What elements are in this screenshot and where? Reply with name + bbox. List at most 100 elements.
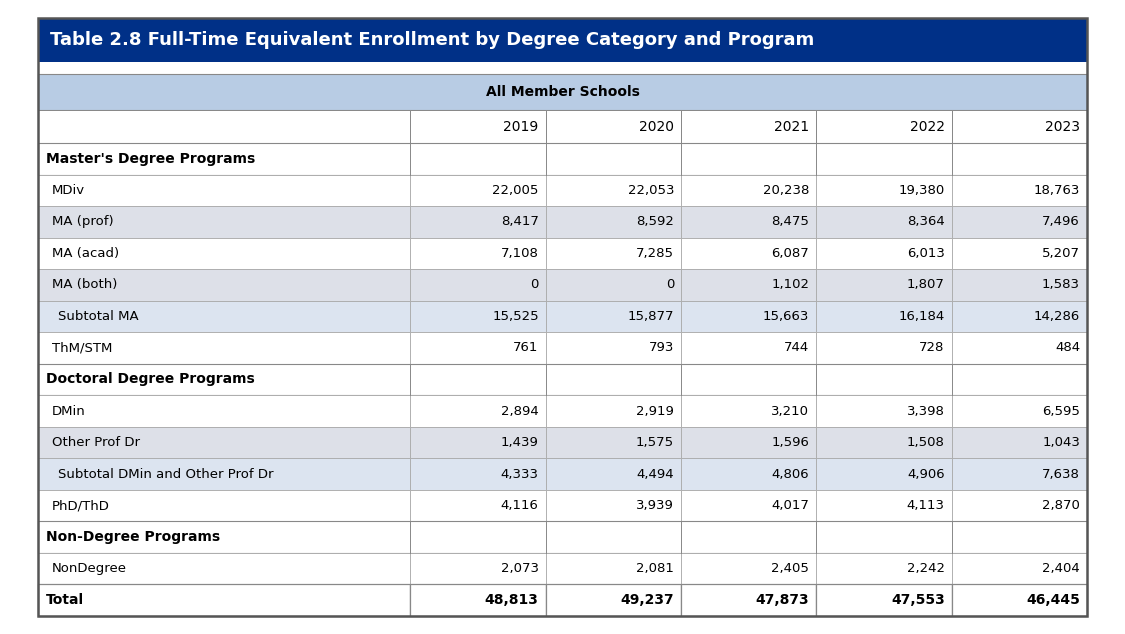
Text: 22,053: 22,053 bbox=[628, 184, 674, 197]
Bar bbox=[38, 585, 411, 616]
Text: Subtotal DMin and Other Prof Dr: Subtotal DMin and Other Prof Dr bbox=[58, 468, 273, 481]
Text: 4,806: 4,806 bbox=[772, 468, 809, 481]
Bar bbox=[952, 301, 1087, 332]
Text: 2,073: 2,073 bbox=[501, 562, 539, 575]
Text: NonDegree: NonDegree bbox=[52, 562, 127, 575]
Bar bbox=[546, 110, 681, 143]
Text: 1,807: 1,807 bbox=[907, 278, 945, 292]
Text: 761: 761 bbox=[513, 342, 539, 354]
Text: 6,595: 6,595 bbox=[1042, 404, 1080, 418]
Text: 2,404: 2,404 bbox=[1042, 562, 1080, 575]
Text: 22,005: 22,005 bbox=[493, 184, 539, 197]
Text: 8,592: 8,592 bbox=[636, 216, 674, 228]
Bar bbox=[817, 301, 952, 332]
Text: 47,873: 47,873 bbox=[756, 593, 809, 607]
Bar bbox=[38, 553, 411, 585]
Text: 2023: 2023 bbox=[1045, 119, 1080, 134]
Text: Subtotal MA: Subtotal MA bbox=[58, 310, 138, 323]
Bar bbox=[546, 395, 681, 427]
Bar bbox=[952, 206, 1087, 238]
Bar bbox=[681, 585, 817, 616]
Text: 2,919: 2,919 bbox=[636, 404, 674, 418]
Bar bbox=[546, 458, 681, 490]
Text: Table 2.8 Full-Time Equivalent Enrollment by Degree Category and Program: Table 2.8 Full-Time Equivalent Enrollmen… bbox=[50, 31, 814, 49]
Text: 16,184: 16,184 bbox=[899, 310, 945, 323]
Bar bbox=[681, 269, 817, 301]
Bar bbox=[411, 490, 546, 521]
Bar bbox=[681, 206, 817, 238]
Text: 4,333: 4,333 bbox=[501, 468, 539, 481]
Bar bbox=[952, 585, 1087, 616]
Text: MA (acad): MA (acad) bbox=[52, 247, 119, 260]
Text: 1,508: 1,508 bbox=[907, 436, 945, 449]
Bar bbox=[38, 62, 1087, 74]
Text: 4,116: 4,116 bbox=[501, 499, 539, 512]
Bar bbox=[681, 332, 817, 364]
Text: Total: Total bbox=[46, 593, 84, 607]
Text: 6,087: 6,087 bbox=[772, 247, 809, 260]
Text: 793: 793 bbox=[649, 342, 674, 354]
Bar bbox=[952, 110, 1087, 143]
Bar bbox=[546, 427, 681, 458]
Bar bbox=[546, 174, 681, 206]
Text: 46,445: 46,445 bbox=[1026, 593, 1080, 607]
Text: 2021: 2021 bbox=[774, 119, 809, 134]
Bar bbox=[411, 301, 546, 332]
Bar bbox=[952, 332, 1087, 364]
Bar bbox=[817, 458, 952, 490]
Bar bbox=[817, 238, 952, 269]
Text: 5,207: 5,207 bbox=[1042, 247, 1080, 260]
Bar bbox=[38, 74, 1087, 110]
Bar bbox=[411, 585, 546, 616]
Bar bbox=[952, 490, 1087, 521]
Bar bbox=[817, 110, 952, 143]
Bar bbox=[681, 458, 817, 490]
Bar bbox=[411, 553, 546, 585]
Text: 728: 728 bbox=[919, 342, 945, 354]
Text: 2,081: 2,081 bbox=[636, 562, 674, 575]
Text: 4,906: 4,906 bbox=[907, 468, 945, 481]
Bar bbox=[38, 206, 411, 238]
Text: 484: 484 bbox=[1055, 342, 1080, 354]
Bar bbox=[38, 364, 1087, 395]
Bar bbox=[38, 110, 411, 143]
Text: 7,108: 7,108 bbox=[501, 247, 539, 260]
Text: 1,102: 1,102 bbox=[772, 278, 809, 292]
Text: 3,210: 3,210 bbox=[772, 404, 809, 418]
Text: 8,475: 8,475 bbox=[772, 216, 809, 228]
Text: 1,575: 1,575 bbox=[636, 436, 674, 449]
Bar bbox=[411, 427, 546, 458]
Bar bbox=[817, 174, 952, 206]
Text: MA (both): MA (both) bbox=[52, 278, 117, 292]
Bar bbox=[546, 490, 681, 521]
Bar bbox=[681, 427, 817, 458]
Bar bbox=[38, 269, 411, 301]
Bar bbox=[38, 490, 411, 521]
Text: 1,043: 1,043 bbox=[1042, 436, 1080, 449]
Bar bbox=[817, 427, 952, 458]
Bar bbox=[411, 206, 546, 238]
Text: 2020: 2020 bbox=[639, 119, 674, 134]
Text: 4,113: 4,113 bbox=[907, 499, 945, 512]
Bar bbox=[38, 395, 411, 427]
Text: Other Prof Dr: Other Prof Dr bbox=[52, 436, 140, 449]
Bar bbox=[681, 301, 817, 332]
Bar bbox=[817, 269, 952, 301]
Text: 14,286: 14,286 bbox=[1034, 310, 1080, 323]
Bar bbox=[546, 269, 681, 301]
Text: All Member Schools: All Member Schools bbox=[486, 85, 639, 99]
Bar bbox=[952, 174, 1087, 206]
Bar bbox=[681, 490, 817, 521]
Bar bbox=[952, 395, 1087, 427]
Bar bbox=[546, 206, 681, 238]
Text: 3,939: 3,939 bbox=[636, 499, 674, 512]
Bar bbox=[681, 174, 817, 206]
Text: 7,285: 7,285 bbox=[636, 247, 674, 260]
Text: Master's Degree Programs: Master's Degree Programs bbox=[46, 152, 255, 165]
Text: 20,238: 20,238 bbox=[763, 184, 809, 197]
Text: 4,494: 4,494 bbox=[637, 468, 674, 481]
Bar bbox=[952, 269, 1087, 301]
Text: 18,763: 18,763 bbox=[1034, 184, 1080, 197]
Text: DMin: DMin bbox=[52, 404, 86, 418]
Text: MA (prof): MA (prof) bbox=[52, 216, 114, 228]
